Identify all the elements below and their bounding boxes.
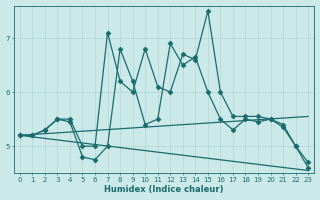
X-axis label: Humidex (Indice chaleur): Humidex (Indice chaleur) [104,185,224,194]
